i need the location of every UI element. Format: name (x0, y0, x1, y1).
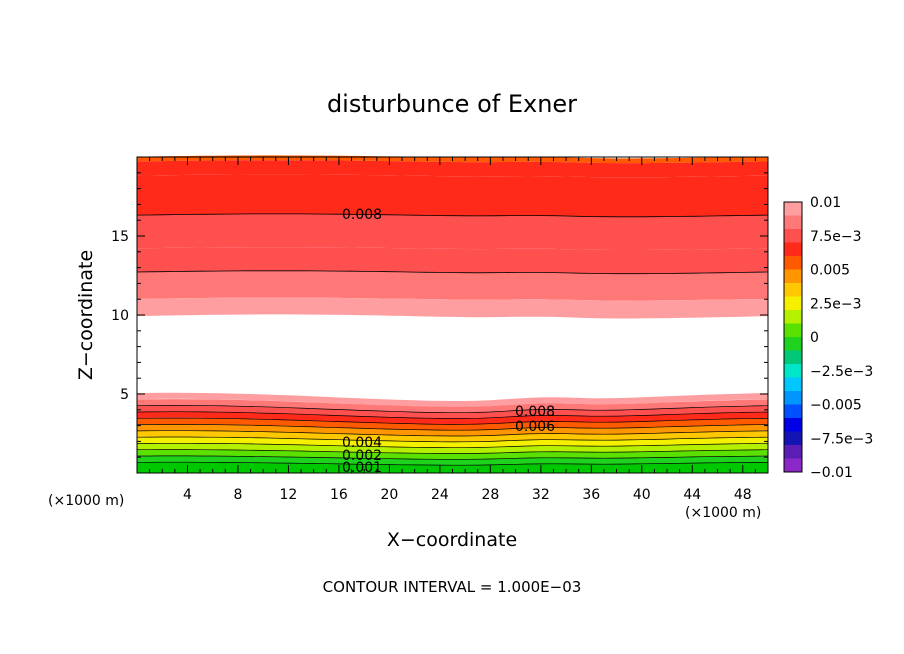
contour-line-lower-9 (137, 449, 769, 454)
colorbar-swatch-11 (784, 350, 802, 365)
upper-band-6 (137, 297, 768, 319)
x-axis-title: X−coordinate (387, 529, 517, 551)
x-tick-label-48: 48 (734, 487, 752, 503)
contour-label-0-006: 0.006 (515, 419, 555, 435)
contour-line-lower-7 (136, 436, 769, 443)
lower-band-9 (137, 449, 768, 460)
upper-band-3 (137, 213, 768, 250)
x-tick-labels: 4 8 12 16 20 24 28 32 36 40 44 48 (183, 487, 752, 503)
colorbar-swatch-7 (784, 296, 802, 311)
contour-label-0-002: 0.002 (342, 448, 382, 464)
contour-label-0-008-lower: 0.008 (515, 404, 555, 420)
y-tick-label-5: 5 (120, 387, 129, 403)
y-tick-label-10: 10 (111, 308, 129, 324)
contour-line-lower-4 (136, 417, 769, 425)
contour-label-0-008-upper: 0.008 (342, 207, 382, 223)
chart-title: disturbunce of Exner (327, 90, 577, 118)
x-tick-label-8: 8 (233, 487, 242, 503)
contour-line-lower-3 (136, 411, 769, 419)
x-tick-label-24: 24 (431, 487, 449, 503)
colorbar-swatch-0 (784, 202, 802, 216)
colorbar-label-8: −0.01 (810, 465, 853, 481)
colorbar-label-1: 7.5e−3 (810, 229, 862, 245)
colorbar-swatch-18 (784, 445, 802, 459)
contour-lines (136, 213, 769, 466)
colorbar-swatches (784, 202, 802, 473)
colorbar-swatch-2 (784, 229, 802, 243)
colorbar-label-0: 0.01 (810, 195, 841, 211)
colorbar-swatch-8 (784, 310, 802, 324)
x-unit-left: (×1000 m) (48, 493, 124, 509)
colorbar-swatch-14 (784, 391, 802, 405)
y-tick-labels: 5 10 15 (111, 229, 129, 403)
lower-band-11 (137, 462, 768, 473)
axis-ticks (137, 157, 768, 473)
colorbar-swatch-16 (784, 418, 802, 432)
colorbar-label-2: 0.005 (810, 263, 850, 279)
colorbar-swatch-4 (784, 256, 802, 270)
lower-band-3 (137, 411, 768, 425)
x-tick-label-44: 44 (683, 487, 701, 503)
lower-band-4 (137, 418, 768, 431)
colorbar-swatch-13 (784, 377, 802, 392)
colorbar-swatch-17 (784, 431, 802, 446)
contour-labels: 0.008 0.008 0.006 0.004 0.002 0.001 (342, 207, 555, 476)
colorbar-swatch-9 (784, 323, 802, 338)
x-tick-label-28: 28 (481, 487, 499, 503)
colorbar-swatch-19 (784, 458, 802, 473)
contour-line-lower-2 (136, 405, 769, 414)
contour-label-0-001: 0.001 (342, 460, 382, 476)
colorbar-swatch-1 (784, 215, 802, 230)
upper-band-5 (137, 270, 768, 301)
upper-band-2 (137, 174, 768, 217)
colorbar-label-4: 0 (810, 330, 819, 346)
colorbar-swatch-10 (784, 337, 802, 351)
contour-line-lower-5 (136, 424, 769, 431)
colorbar: 0.01 7.5e−3 0.005 2.5e−3 0 −2.5e−3 −0.005 −7.5e… (783, 195, 873, 481)
lower-band-7 (137, 437, 768, 448)
lower-band-6 (137, 430, 768, 443)
colorbar-label-3: 2.5e−3 (810, 296, 862, 312)
colorbar-frame (783, 201, 803, 473)
colorbar-swatch-3 (784, 242, 802, 257)
upper-band-1 (137, 160, 768, 178)
colorbar-labels: 0.01 7.5e−3 0.005 2.5e−3 0 −2.5e−3 −0.005 −7.5e… (810, 195, 873, 481)
colorbar-swatch-15 (784, 404, 802, 419)
x-unit-right: (×1000 m) (685, 505, 761, 521)
x-tick-label-12: 12 (280, 487, 298, 503)
contour-line-lower-8 (136, 442, 769, 449)
contour-interval-note: CONTOUR INTERVAL = 1.000E−03 (323, 578, 582, 596)
lower-band-0 (137, 392, 768, 408)
colorbar-label-5: −2.5e−3 (810, 364, 873, 380)
x-tick-label-36: 36 (582, 487, 600, 503)
y-tick-label-15: 15 (111, 229, 129, 245)
lower-band-2 (137, 405, 768, 419)
contour-line-lower-10 (137, 455, 769, 460)
x-tick-label-4: 4 (183, 487, 192, 503)
plot-area: 0.008 0.008 0.006 0.004 0.002 0.001 (136, 155, 769, 476)
x-tick-label-40: 40 (633, 487, 651, 503)
colorbar-label-7: −7.5e−3 (810, 431, 873, 447)
colorbar-swatch-12 (784, 364, 802, 378)
contour-line-lower-6 (136, 430, 769, 437)
x-tick-label-32: 32 (532, 487, 550, 503)
x-tick-label-20: 20 (380, 487, 398, 503)
lower-band-8 (137, 443, 768, 454)
lower-band-1 (137, 399, 768, 413)
x-tick-label-16: 16 (330, 487, 348, 503)
colorbar-swatch-5 (784, 269, 802, 284)
contour-line-lower-11 (137, 461, 769, 466)
upper-color-bands (137, 155, 768, 319)
contour-line-upper-0 (136, 213, 769, 218)
contour-label-0-004: 0.004 (342, 435, 382, 451)
colorbar-swatch-6 (784, 283, 802, 297)
contour-line-upper-1 (136, 270, 769, 275)
y-axis-title: Z−coordinate (75, 250, 97, 380)
upper-band-4 (137, 247, 768, 274)
colorbar-label-6: −0.005 (810, 398, 862, 414)
